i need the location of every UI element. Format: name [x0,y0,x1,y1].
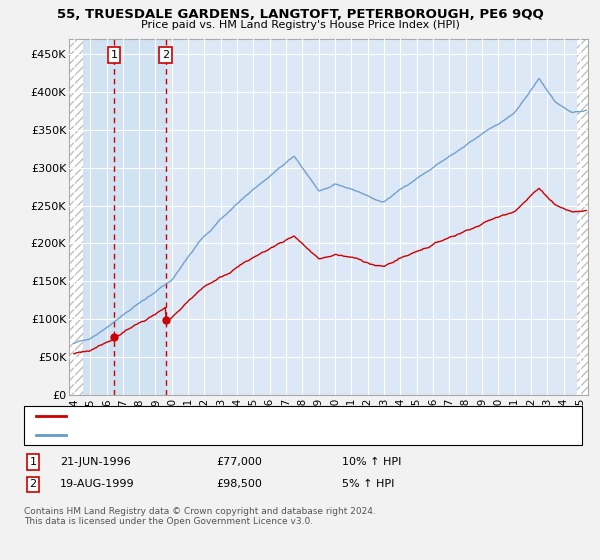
Text: HPI: Average price, detached house, South Kesteven: HPI: Average price, detached house, Sout… [75,430,349,440]
Text: 1: 1 [111,50,118,60]
Text: Contains HM Land Registry data © Crown copyright and database right 2024.
This d: Contains HM Land Registry data © Crown c… [24,507,376,526]
Text: Price paid vs. HM Land Registry's House Price Index (HPI): Price paid vs. HM Land Registry's House … [140,20,460,30]
Text: 2: 2 [29,479,37,489]
Text: 5% ↑ HPI: 5% ↑ HPI [342,479,394,489]
Text: 1: 1 [29,457,37,467]
Text: £77,000: £77,000 [216,457,262,467]
Text: 55, TRUESDALE GARDENS, LANGTOFT, PETERBOROUGH, PE6 9QQ (detached house): 55, TRUESDALE GARDENS, LANGTOFT, PETERBO… [75,411,513,421]
Text: 10% ↑ HPI: 10% ↑ HPI [342,457,401,467]
Text: 21-JUN-1996: 21-JUN-1996 [60,457,131,467]
Text: 55, TRUESDALE GARDENS, LANGTOFT, PETERBOROUGH, PE6 9QQ: 55, TRUESDALE GARDENS, LANGTOFT, PETERBO… [56,8,544,21]
Text: 19-AUG-1999: 19-AUG-1999 [60,479,134,489]
Text: £98,500: £98,500 [216,479,262,489]
Text: 2: 2 [162,50,169,60]
